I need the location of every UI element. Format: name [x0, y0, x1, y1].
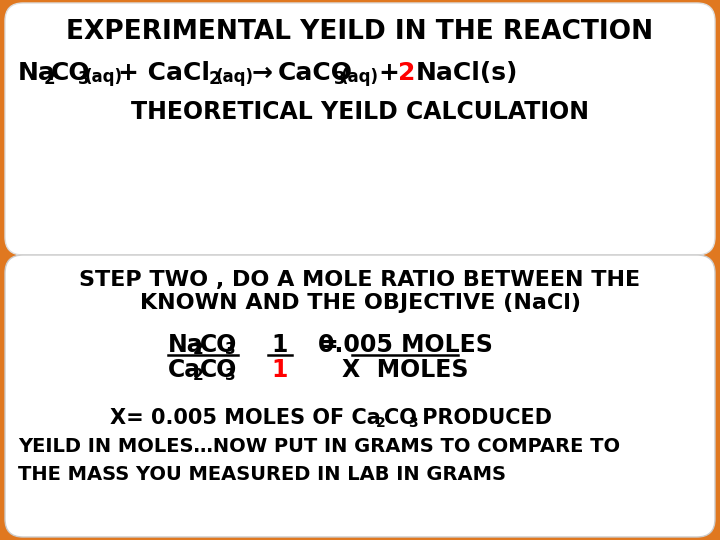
Text: EXPERIMENTAL YEILD IN THE REACTION: EXPERIMENTAL YEILD IN THE REACTION [66, 19, 654, 45]
Text: (aq): (aq) [216, 68, 254, 86]
Text: CO: CO [384, 408, 417, 428]
Text: KNOWN AND THE OBJECTIVE (NaCl): KNOWN AND THE OBJECTIVE (NaCl) [140, 293, 580, 313]
Text: 3: 3 [225, 368, 235, 382]
Text: CO: CO [200, 358, 238, 382]
Text: PRODUCED: PRODUCED [415, 408, 552, 428]
Text: (aq): (aq) [85, 68, 123, 86]
Text: Na: Na [168, 333, 204, 357]
Text: 2: 2 [376, 416, 386, 430]
Text: 1: 1 [272, 333, 288, 357]
Text: (aq): (aq) [341, 68, 379, 86]
Text: X= 0.005 MOLES OF Ca: X= 0.005 MOLES OF Ca [110, 408, 381, 428]
FancyBboxPatch shape [5, 3, 715, 255]
Text: →: → [252, 61, 273, 85]
Text: =: = [318, 333, 338, 357]
Text: CO: CO [200, 333, 238, 357]
Text: Ca: Ca [168, 358, 201, 382]
Text: 3: 3 [225, 342, 235, 357]
Text: 2: 2 [44, 70, 55, 88]
Text: + CaCl: + CaCl [118, 61, 210, 85]
Text: CaCO: CaCO [278, 61, 353, 85]
Text: THEORETICAL YEILD CALCULATION: THEORETICAL YEILD CALCULATION [131, 100, 589, 124]
Text: 2: 2 [209, 70, 220, 88]
Text: 2: 2 [398, 61, 415, 85]
Text: 3: 3 [334, 70, 346, 88]
Text: Na: Na [18, 61, 56, 85]
Text: CO: CO [51, 61, 91, 85]
Text: 1: 1 [272, 358, 288, 382]
Text: STEP TWO , DO A MOLE RATIO BETWEEN THE: STEP TWO , DO A MOLE RATIO BETWEEN THE [79, 270, 641, 290]
Text: THE MASS YOU MEASURED IN LAB IN GRAMS: THE MASS YOU MEASURED IN LAB IN GRAMS [18, 465, 506, 484]
Text: 2: 2 [193, 342, 204, 357]
Text: X  MOLES: X MOLES [342, 358, 468, 382]
Text: 3: 3 [408, 416, 418, 430]
Text: NaCl(s): NaCl(s) [416, 61, 518, 85]
Text: 0.005 MOLES: 0.005 MOLES [318, 333, 492, 357]
Text: YEILD IN MOLES…NOW PUT IN GRAMS TO COMPARE TO: YEILD IN MOLES…NOW PUT IN GRAMS TO COMPA… [18, 436, 620, 456]
FancyBboxPatch shape [5, 255, 715, 537]
Text: 3: 3 [78, 70, 89, 88]
Text: 2: 2 [193, 368, 204, 382]
Text: +: + [378, 61, 399, 85]
